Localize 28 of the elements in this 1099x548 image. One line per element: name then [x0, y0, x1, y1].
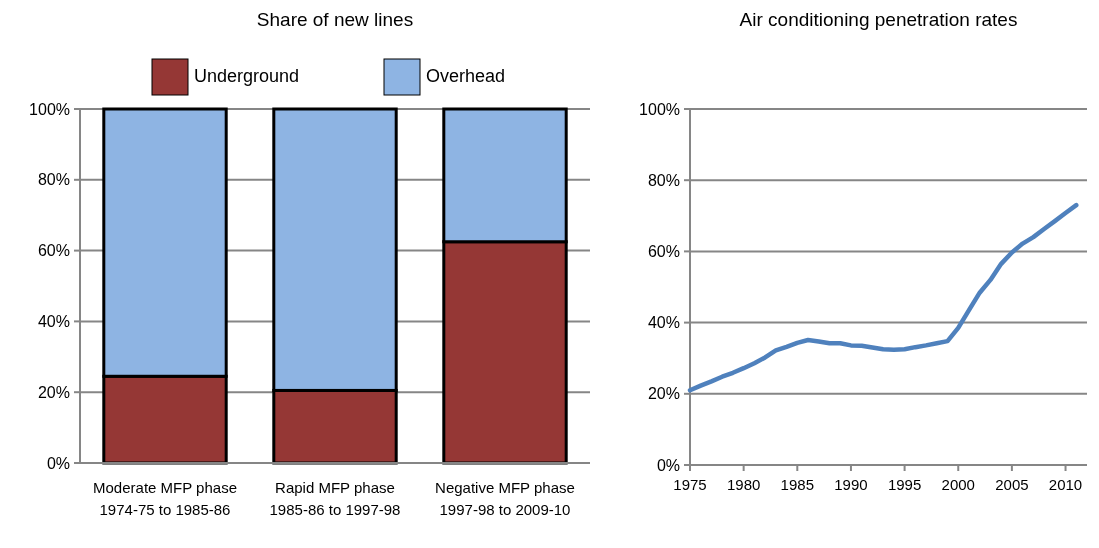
y-tick-label: 0% — [656, 456, 680, 474]
y-tick-label: 80% — [647, 171, 680, 189]
x-tick-label: Moderate MFP phase 1974-75 to 1985-86 — [93, 479, 237, 518]
line-series — [687, 202, 1079, 393]
y-tick-label: 60% — [37, 242, 70, 260]
y-tick-label: 100% — [639, 100, 680, 118]
x-tick-label: 1985 — [780, 476, 814, 493]
legend-label: Overhead — [426, 66, 506, 87]
x-tick-label: 1980 — [726, 476, 761, 493]
chart-title: Air conditioning penetration rates — [739, 9, 1018, 30]
y-tick-label: 20% — [37, 383, 70, 401]
chart-title: Share of new lines — [256, 9, 414, 30]
y-tick-label: 100% — [29, 100, 70, 118]
x-tick-label: 2010 — [1048, 476, 1083, 493]
y-tick-label: 60% — [647, 243, 680, 260]
x-tick-label: 2000 — [941, 476, 975, 493]
x-tick-label: 2005 — [995, 476, 1029, 493]
y-tick-label: 20% — [647, 385, 680, 403]
y-tick-label: 40% — [647, 314, 680, 332]
x-tick-label: 1990 — [834, 476, 868, 493]
y-tick-label: 40% — [37, 313, 70, 330]
x-tick-label: Rapid MFP phase 1985-86 to 1997-98 — [269, 479, 401, 518]
x-tick-label: Negative MFP phase 1997-98 to 2009-10 — [435, 479, 575, 518]
x-tick-label: 1975 — [673, 476, 707, 493]
y-tick-label: 0% — [46, 454, 70, 472]
y-tick-label: 80% — [37, 171, 70, 189]
legend-label: Underground — [194, 66, 300, 87]
x-tick-label: 1995 — [887, 476, 922, 493]
